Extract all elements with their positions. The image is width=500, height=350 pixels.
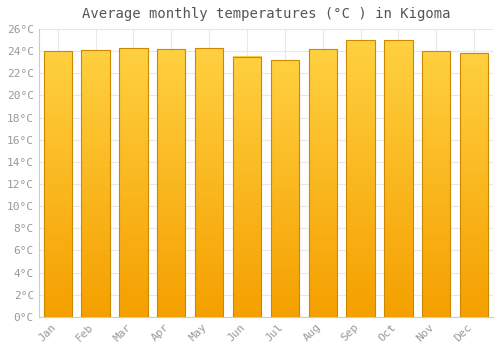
Bar [233,57,261,317]
Bar [195,48,224,317]
Title: Average monthly temperatures (°C ) in Kigoma: Average monthly temperatures (°C ) in Ki… [82,7,450,21]
Bar [460,54,488,317]
Bar [384,40,412,317]
Bar [308,49,337,317]
Bar [82,50,110,317]
Bar [157,49,186,317]
Bar [270,60,299,317]
Bar [422,51,450,317]
Bar [44,51,72,317]
Bar [119,48,148,317]
Bar [346,40,375,317]
